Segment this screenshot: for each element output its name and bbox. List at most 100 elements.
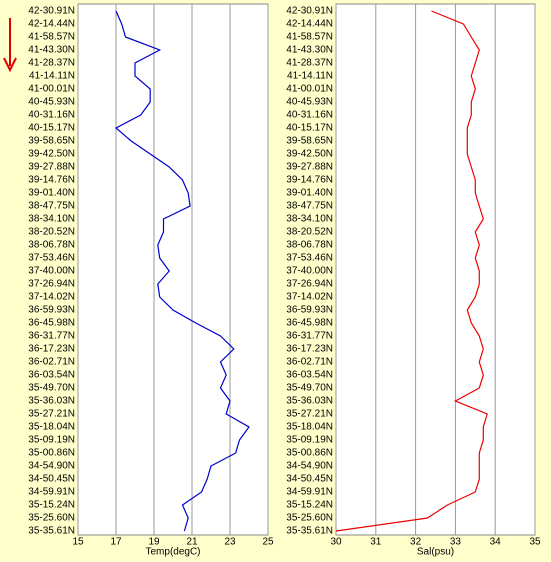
y-tick-label: 40-45.93N xyxy=(286,97,333,108)
y-tick-label: 35-27.21N xyxy=(28,409,75,420)
x-tick-label: 31 xyxy=(370,537,382,548)
y-tick-label: 35-18.04N xyxy=(28,422,75,433)
y-tick-label: 35-27.21N xyxy=(286,409,333,420)
x-tick-label: 19 xyxy=(148,537,160,548)
y-tick-label: 39-42.50N xyxy=(28,149,75,160)
y-tick-label: 38-34.10N xyxy=(28,214,75,225)
y-tick-label: 41-43.30N xyxy=(28,45,75,56)
y-tick-label: 42-30.91N xyxy=(286,6,333,17)
x-tick-label: 30 xyxy=(330,537,342,548)
y-tick-label: 35-35.61N xyxy=(28,526,75,537)
y-tick-label: 36-17.23N xyxy=(28,344,75,355)
plot-area xyxy=(77,3,269,536)
y-tick-label: 36-02.71N xyxy=(286,357,333,368)
y-tick-label: 36-03.54N xyxy=(286,370,333,381)
plot-area xyxy=(335,3,536,536)
y-tick-label: 35-49.70N xyxy=(286,383,333,394)
y-tick-label: 37-26.94N xyxy=(28,279,75,290)
arrow-head xyxy=(3,57,17,73)
y-tick-label: 36-17.23N xyxy=(286,344,333,355)
y-tick-label: 37-53.46N xyxy=(28,253,75,264)
y-tick-label: 41-14.11N xyxy=(29,71,75,82)
y-tick-label: 38-34.10N xyxy=(286,214,333,225)
y-tick-label: 39-14.76N xyxy=(286,175,333,186)
y-tick-label: 39-01.40N xyxy=(28,188,75,199)
profile-line xyxy=(335,10,488,532)
y-tick-label: 36-03.54N xyxy=(28,370,75,381)
y-tick-label: 38-47.75N xyxy=(28,201,75,212)
y-tick-label: 38-47.75N xyxy=(286,201,333,212)
y-tick-label: 40-15.17N xyxy=(286,123,333,134)
y-tick-label: 37-14.02N xyxy=(28,292,75,303)
y-tick-label: 39-27.88N xyxy=(286,162,333,173)
y-tick-label: 35-49.70N xyxy=(28,383,75,394)
y-tick-label: 35-00.86N xyxy=(286,448,333,459)
y-tick-label: 40-31.16N xyxy=(28,110,75,121)
x-axis-title: Temp(degC) xyxy=(145,547,200,558)
y-tick-label: 34-50.45N xyxy=(28,474,75,485)
y-tick-label: 37-14.02N xyxy=(286,292,333,303)
y-tick-label: 41-14.11N xyxy=(287,71,333,82)
y-tick-label: 41-58.57N xyxy=(286,32,333,43)
x-tick-label: 15 xyxy=(72,537,84,548)
y-tick-label: 39-01.40N xyxy=(286,188,333,199)
y-tick-label: 41-43.30N xyxy=(286,45,333,56)
y-tick-label: 39-14.76N xyxy=(28,175,75,186)
y-tick-label: 42-14.44N xyxy=(28,19,75,30)
x-tick-label: 34 xyxy=(490,537,502,548)
y-tick-label: 36-45.98N xyxy=(28,318,75,329)
y-tick-label: 42-30.91N xyxy=(28,6,75,17)
y-tick-label: 40-31.16N xyxy=(286,110,333,121)
y-tick-label: 41-00.01N xyxy=(286,84,333,95)
profile-line xyxy=(114,10,250,532)
y-tick-label: 35-15.24N xyxy=(28,500,75,511)
y-tick-label: 41-28.37N xyxy=(28,58,75,69)
y-tick-label: 35-09.19N xyxy=(286,435,333,446)
y-tick-label: 35-25.60N xyxy=(28,513,75,524)
y-tick-label: 40-15.17N xyxy=(28,123,75,134)
y-tick-label: 41-28.37N xyxy=(286,58,333,69)
y-tick-label: 36-59.93N xyxy=(28,305,75,316)
y-tick-label: 38-20.52N xyxy=(28,227,75,238)
x-tick-label: 25 xyxy=(262,537,274,548)
y-tick-label: 39-58.65N xyxy=(28,136,75,147)
y-tick-label: 38-06.78N xyxy=(286,240,333,251)
x-tick-label: 33 xyxy=(450,537,462,548)
y-tick-label: 37-40.00N xyxy=(286,266,333,277)
y-tick-label: 39-42.50N xyxy=(286,149,333,160)
x-tick-label: 21 xyxy=(186,537,198,548)
y-tick-label: 36-45.98N xyxy=(286,318,333,329)
y-tick-label: 37-26.94N xyxy=(286,279,333,290)
y-tick-label: 35-00.86N xyxy=(28,448,75,459)
y-tick-label: 38-06.78N xyxy=(28,240,75,251)
y-tick-label: 35-35.61N xyxy=(286,526,333,537)
y-tick-label: 35-18.04N xyxy=(286,422,333,433)
y-tick-label: 35-15.24N xyxy=(286,500,333,511)
y-tick-label: 41-58.57N xyxy=(28,32,75,43)
y-tick-label: 36-31.77N xyxy=(28,331,75,342)
y-tick-label: 36-59.93N xyxy=(286,305,333,316)
y-tick-label: 35-09.19N xyxy=(28,435,75,446)
y-tick-label: 40-45.93N xyxy=(28,97,75,108)
x-tick-label: 23 xyxy=(224,537,236,548)
y-tick-label: 34-54.90N xyxy=(28,461,75,472)
y-tick-label: 37-40.00N xyxy=(28,266,75,277)
y-tick-label: 34-54.90N xyxy=(286,461,333,472)
y-tick-label: 37-53.46N xyxy=(286,253,333,264)
x-tick-label: 35 xyxy=(529,537,541,548)
y-tick-label: 34-59.91N xyxy=(286,487,333,498)
arrow xyxy=(3,18,17,73)
y-tick-label: 34-50.45N xyxy=(286,474,333,485)
y-tick-label: 35-36.03N xyxy=(286,396,333,407)
y-tick-label: 42-14.44N xyxy=(286,19,333,30)
x-tick-label: 17 xyxy=(110,537,122,548)
y-tick-label: 38-20.52N xyxy=(286,227,333,238)
x-tick-label: 32 xyxy=(410,537,422,548)
y-tick-label: 39-58.65N xyxy=(286,136,333,147)
y-tick-label: 34-59.91N xyxy=(28,487,75,498)
y-tick-label: 36-31.77N xyxy=(286,331,333,342)
y-tick-label: 35-25.60N xyxy=(286,513,333,524)
y-tick-label: 41-00.01N xyxy=(28,84,75,95)
x-axis-title: Sal(psu) xyxy=(417,547,454,558)
